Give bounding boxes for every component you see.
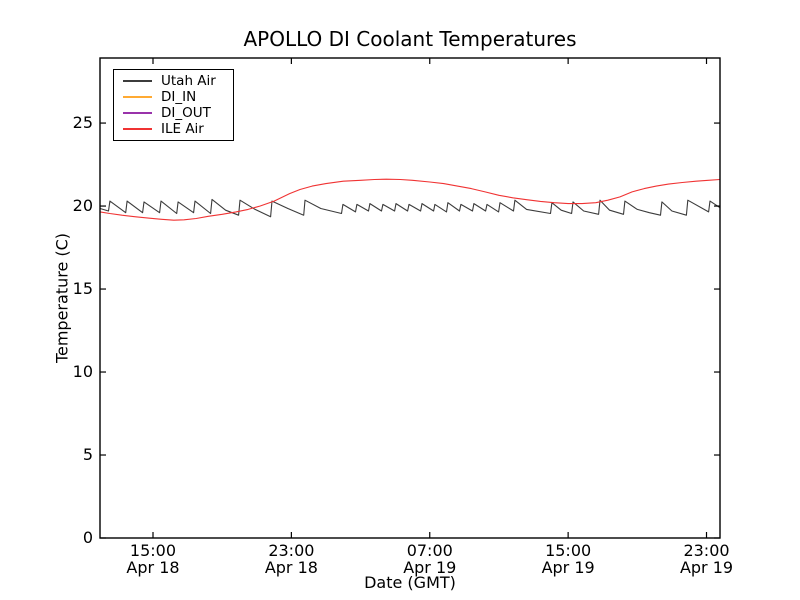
x-tick-label: 23:00 Apr 18	[241, 543, 341, 576]
y-tick-label: 0	[82, 528, 93, 547]
x-tick-label: 07:00 Apr 19	[380, 543, 480, 576]
y-tick-label: 25	[72, 113, 93, 133]
legend-line-sample-di-out	[123, 112, 152, 114]
legend-item-utah-air: Utah Air	[123, 73, 233, 89]
legend-item-ile-air: ILE Air	[123, 121, 233, 137]
x-tick-label: 15:00 Apr 19	[518, 543, 618, 576]
plot-frame	[99, 57, 721, 539]
x-tick-date: Apr 18	[126, 558, 180, 577]
legend-label-di-out: DI_OUT	[161, 105, 211, 121]
chart-title: APOLLO DI Coolant Temperatures	[243, 27, 577, 51]
x-tick-time: 23:00	[268, 541, 315, 560]
x-tick-time: 07:00	[406, 541, 453, 560]
series-line-ile-air	[100, 178, 721, 221]
x-tick-date: Apr 18	[264, 558, 318, 577]
y-tick-label: 5	[82, 445, 93, 464]
series-line-utah-air	[99, 198, 721, 218]
x-tick-date: Apr 19	[541, 558, 595, 577]
legend-label-utah-air: Utah Air	[161, 73, 216, 89]
legend-line-sample-di-in	[123, 96, 152, 98]
legend-line-sample-ile-air	[123, 128, 152, 130]
legend-label-di-in: DI_IN	[161, 89, 197, 105]
x-tick-time: 15:00	[129, 541, 177, 560]
y-tick-label: 15	[72, 279, 93, 299]
y-tick-label: 10	[72, 362, 93, 382]
legend-line-sample-utah-air	[123, 80, 152, 82]
x-tick-label: 23:00 Apr 19	[657, 543, 757, 576]
x-tick-date: Apr 19	[403, 558, 457, 577]
x-tick-time: 23:00	[683, 541, 730, 560]
legend-label-ile-air: ILE Air	[161, 121, 204, 137]
x-axis-label: Date (GMT)	[364, 573, 456, 592]
legend: Utah Air DI_IN DI_OUT ILE Air	[113, 69, 234, 141]
x-tick-time: 15:00	[545, 541, 592, 560]
legend-item-di-in: DI_IN	[123, 89, 233, 105]
y-tick-label: 20	[72, 196, 93, 216]
x-tick-date: Apr 19	[679, 558, 734, 577]
legend-item-di-out: DI_OUT	[123, 105, 233, 121]
x-tick-label: 15:00 Apr 18	[103, 543, 203, 576]
